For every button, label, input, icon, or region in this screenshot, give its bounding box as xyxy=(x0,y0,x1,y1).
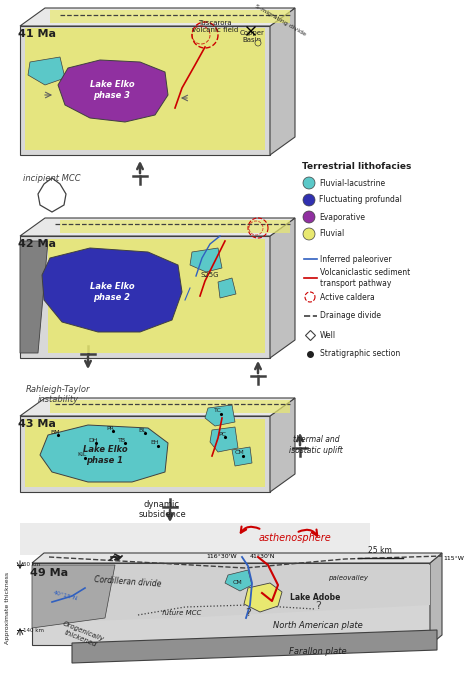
Text: ?: ? xyxy=(315,601,321,611)
Text: paleovalley: paleovalley xyxy=(328,575,368,581)
Text: asthenosphere: asthenosphere xyxy=(259,533,331,543)
Text: 42 Ma: 42 Ma xyxy=(18,239,56,249)
Text: incipient MCC: incipient MCC xyxy=(23,174,81,183)
Text: 49 Ma: 49 Ma xyxy=(30,568,68,578)
Circle shape xyxy=(303,177,315,189)
Text: Volcaniclastic sediment
transport pathway: Volcaniclastic sediment transport pathwa… xyxy=(320,268,410,288)
Text: 25 km: 25 km xyxy=(368,546,392,555)
Text: TB: TB xyxy=(118,437,126,443)
Text: Copper
Basin: Copper Basin xyxy=(239,30,264,43)
Circle shape xyxy=(303,228,315,240)
Text: 41 Ma: 41 Ma xyxy=(18,29,56,39)
Polygon shape xyxy=(25,419,265,487)
Text: 40°15'N: 40°15'N xyxy=(52,591,78,601)
Text: Lake Elko
phase 2: Lake Elko phase 2 xyxy=(90,282,134,302)
Text: Tuscarora
volcanic field: Tuscarora volcanic field xyxy=(192,20,238,33)
Text: thermal and
isostatic uplift: thermal and isostatic uplift xyxy=(289,435,343,455)
Polygon shape xyxy=(72,630,437,663)
Polygon shape xyxy=(244,583,282,612)
Polygon shape xyxy=(270,398,295,492)
Text: S25G: S25G xyxy=(201,272,219,278)
Polygon shape xyxy=(20,236,270,358)
Polygon shape xyxy=(270,8,295,155)
Polygon shape xyxy=(20,218,295,236)
Text: Drainage divide: Drainage divide xyxy=(320,311,381,321)
Polygon shape xyxy=(20,416,270,492)
Polygon shape xyxy=(20,523,370,555)
Polygon shape xyxy=(232,447,252,466)
Circle shape xyxy=(303,194,315,206)
Polygon shape xyxy=(50,400,290,413)
Text: PR: PR xyxy=(106,425,114,431)
Polygon shape xyxy=(205,405,235,426)
Polygon shape xyxy=(190,248,222,272)
Text: North American plate: North American plate xyxy=(273,620,363,630)
Polygon shape xyxy=(430,553,442,645)
Polygon shape xyxy=(225,570,252,591)
Text: CM: CM xyxy=(235,450,245,456)
Polygon shape xyxy=(32,565,430,623)
Text: 116°30'W: 116°30'W xyxy=(207,554,237,560)
Polygon shape xyxy=(38,178,66,212)
Text: Farallon plate: Farallon plate xyxy=(289,647,347,657)
Polygon shape xyxy=(20,8,295,26)
Text: PC: PC xyxy=(218,431,226,437)
Text: 60 km: 60 km xyxy=(23,562,40,568)
Polygon shape xyxy=(42,248,182,332)
Text: dynamic
subsidence: dynamic subsidence xyxy=(138,500,186,519)
Text: Stratigraphic section: Stratigraphic section xyxy=(320,350,400,358)
Text: TC: TC xyxy=(214,408,222,414)
Polygon shape xyxy=(58,60,168,122)
Circle shape xyxy=(255,40,261,46)
Text: BM: BM xyxy=(50,429,60,435)
Text: Lake Elko
phase 3: Lake Elko phase 3 xyxy=(90,80,134,100)
Text: Lake Adobe: Lake Adobe xyxy=(290,593,340,601)
Text: KiL: KiL xyxy=(77,452,87,458)
Polygon shape xyxy=(25,28,265,150)
Circle shape xyxy=(303,211,315,223)
Text: Active caldera: Active caldera xyxy=(320,292,375,302)
Text: 43 Ma: 43 Ma xyxy=(18,419,56,429)
Text: Well: Well xyxy=(320,331,336,340)
Text: Rahleigh-Taylor
instability: Rahleigh-Taylor instability xyxy=(26,385,90,404)
Polygon shape xyxy=(20,398,295,416)
Text: future MCC: future MCC xyxy=(162,610,202,616)
Polygon shape xyxy=(60,220,290,233)
Text: CM: CM xyxy=(233,580,243,585)
Text: DH: DH xyxy=(88,437,98,443)
Polygon shape xyxy=(48,239,265,353)
Polygon shape xyxy=(32,553,442,563)
Text: EH: EH xyxy=(151,441,159,446)
Text: 115°W: 115°W xyxy=(443,556,464,562)
Text: 41°30'N: 41°30'N xyxy=(249,554,275,560)
Text: Evaporative: Evaporative xyxy=(319,213,365,221)
Text: Terrestrial lithofacies: Terrestrial lithofacies xyxy=(302,162,411,171)
Polygon shape xyxy=(20,26,270,155)
Polygon shape xyxy=(28,57,65,85)
Text: Inferred paleoriver: Inferred paleoriver xyxy=(320,254,392,263)
Text: 140 km: 140 km xyxy=(23,628,44,632)
Polygon shape xyxy=(270,218,295,358)
Polygon shape xyxy=(218,278,236,298)
Text: Fluctuating profundal: Fluctuating profundal xyxy=(319,196,402,205)
Text: Fluvial: Fluvial xyxy=(319,230,344,238)
Polygon shape xyxy=(40,425,168,482)
Text: Lake Elko
phase 1: Lake Elko phase 1 xyxy=(82,446,128,464)
Polygon shape xyxy=(50,10,290,23)
Text: ?: ? xyxy=(245,608,251,618)
Text: BL: BL xyxy=(138,427,146,433)
Polygon shape xyxy=(32,563,430,645)
Polygon shape xyxy=(32,565,115,628)
Text: S-migrating divide: S-migrating divide xyxy=(254,3,306,36)
Text: Approximate thickness: Approximate thickness xyxy=(6,572,10,644)
Polygon shape xyxy=(210,427,238,452)
Polygon shape xyxy=(20,241,48,353)
Text: Cordilleran divide: Cordilleran divide xyxy=(94,575,162,589)
Text: Fluvial-lacustrine: Fluvial-lacustrine xyxy=(319,178,385,188)
Text: Orogenically
thickened: Orogenically thickened xyxy=(59,621,105,649)
